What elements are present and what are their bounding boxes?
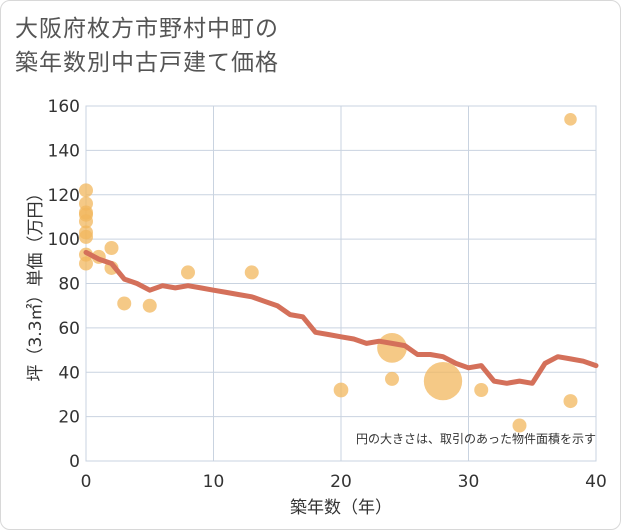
scatter-point <box>512 418 527 433</box>
y-axis-title: 坪（3.3㎡）単価（万円） <box>26 184 46 381</box>
x-tick-label: 40 <box>585 472 607 492</box>
y-tick-label: 20 <box>58 408 80 428</box>
x-tick-labels: 0 10 20 30 40 <box>81 472 607 492</box>
scatter-point <box>474 383 489 397</box>
chart-title-line-1: 大阪府枚方市野村中町の <box>15 16 279 42</box>
scatter-point <box>117 296 132 311</box>
scatter-point <box>563 394 578 409</box>
x-tick-label: 20 <box>330 472 352 492</box>
scatter-series <box>79 113 578 433</box>
scatter-point <box>333 382 349 398</box>
bubble-size-note: 円の大きさは、取引のあった物件面積を示す <box>356 431 596 446</box>
scatter-point <box>423 361 463 401</box>
scatter-point <box>79 183 93 198</box>
grid-lines <box>86 106 596 461</box>
scatter-point <box>104 241 119 255</box>
y-tick-label: 100 <box>48 230 80 250</box>
y-tick-label: 60 <box>58 319 80 339</box>
scatter-point <box>385 371 399 386</box>
trend-line <box>83 249 599 386</box>
scatter-point <box>79 229 93 244</box>
y-tick-label: 160 <box>48 97 80 117</box>
chart-title-line-2: 築年数別中古戸建て価格 <box>15 50 279 76</box>
x-tick-label: 0 <box>81 472 92 492</box>
y-tick-label: 80 <box>58 275 80 295</box>
scatter-point <box>79 214 93 229</box>
chart-title: 大阪府枚方市野村中町の 築年数別中古戸建て価格 <box>15 12 279 80</box>
scatter-point <box>244 265 259 280</box>
x-tick-label: 30 <box>458 472 480 492</box>
x-tick-label: 10 <box>203 472 225 492</box>
scatter-point <box>377 332 407 363</box>
scatter-point <box>142 298 157 313</box>
y-tick-label: 120 <box>48 186 80 206</box>
scatter-point <box>79 256 93 271</box>
scatter-point <box>564 113 577 126</box>
y-tick-label: 140 <box>48 141 80 161</box>
y-tick-label: 40 <box>58 363 80 383</box>
scatter-point <box>181 265 195 280</box>
x-axis-title: 築年数（年） <box>290 498 392 518</box>
y-tick-label: 0 <box>69 452 80 472</box>
y-tick-labels: 0 20 40 60 80 100 120 140 160 <box>48 97 80 472</box>
